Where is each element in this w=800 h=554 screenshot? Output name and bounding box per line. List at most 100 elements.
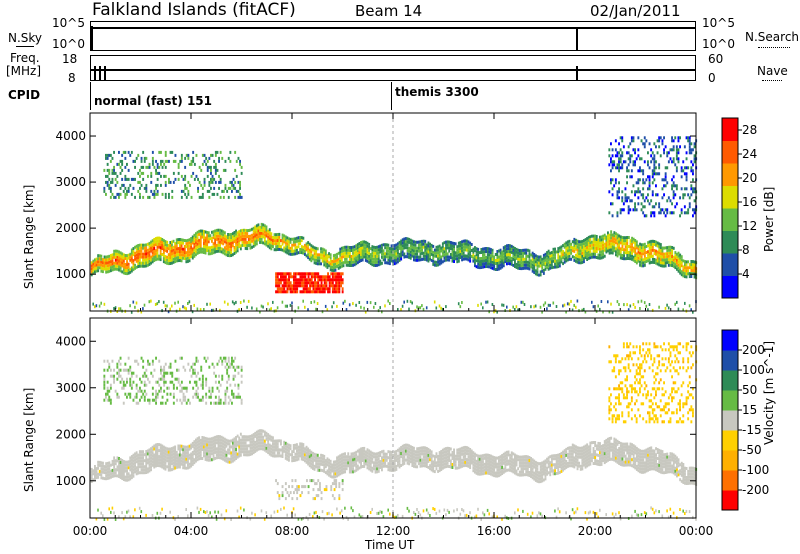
cell xyxy=(183,245,186,248)
cell xyxy=(610,169,612,173)
cell xyxy=(522,263,524,267)
cell xyxy=(332,266,335,270)
cell xyxy=(381,261,383,265)
cell xyxy=(98,469,101,473)
cell xyxy=(342,261,345,265)
cell xyxy=(257,441,260,445)
cell xyxy=(235,235,237,239)
cell xyxy=(353,460,356,464)
cell xyxy=(501,256,504,260)
cell xyxy=(421,304,423,308)
cell xyxy=(286,242,289,246)
cell xyxy=(312,463,314,467)
cell xyxy=(257,226,260,230)
cell xyxy=(249,517,252,521)
cell xyxy=(257,435,260,439)
cell xyxy=(280,287,282,291)
cell xyxy=(241,237,244,241)
cell xyxy=(438,304,441,308)
cell xyxy=(138,462,141,466)
cell xyxy=(200,168,203,172)
cell xyxy=(268,434,271,438)
cell xyxy=(583,242,585,246)
cell xyxy=(438,259,441,263)
cell xyxy=(286,445,289,449)
cell xyxy=(680,187,683,191)
cell xyxy=(296,284,299,288)
cell xyxy=(235,189,238,193)
cell xyxy=(427,256,430,260)
cell xyxy=(153,253,156,256)
cell xyxy=(259,435,261,439)
cell xyxy=(310,244,313,248)
cell xyxy=(272,436,274,440)
cell xyxy=(262,229,265,233)
cell xyxy=(491,251,494,255)
cell xyxy=(467,252,470,256)
cell xyxy=(151,192,154,196)
cell xyxy=(95,263,98,267)
cell xyxy=(595,250,598,253)
cell xyxy=(616,251,619,255)
cell xyxy=(276,287,279,291)
cell xyxy=(273,442,276,446)
cell xyxy=(199,438,202,442)
cell xyxy=(207,237,210,241)
cell xyxy=(635,240,638,244)
cell xyxy=(676,264,678,268)
cell xyxy=(632,240,635,244)
cell xyxy=(441,251,444,255)
cell xyxy=(653,169,656,173)
cell xyxy=(301,278,303,282)
cell xyxy=(185,245,188,249)
cell xyxy=(291,456,294,460)
cell xyxy=(515,253,518,257)
colorbar-tick-label: 24 xyxy=(742,147,757,161)
cell xyxy=(525,260,528,264)
cell xyxy=(610,245,613,249)
cell xyxy=(139,180,141,184)
cell xyxy=(254,513,256,517)
cell xyxy=(246,241,249,245)
cell xyxy=(166,447,169,451)
cell xyxy=(273,448,276,452)
cell xyxy=(281,239,284,243)
cell xyxy=(318,456,321,460)
cell xyxy=(243,240,245,244)
nave-tick-low: 0 xyxy=(708,71,716,85)
cell xyxy=(215,237,218,241)
cell xyxy=(615,250,617,254)
cell xyxy=(515,262,518,266)
cell xyxy=(231,235,234,239)
cell xyxy=(171,252,173,256)
cell xyxy=(188,447,191,451)
cell xyxy=(122,253,125,257)
cell xyxy=(685,266,688,270)
cell xyxy=(249,443,252,447)
cell xyxy=(190,455,193,459)
cell xyxy=(223,452,226,456)
cell xyxy=(335,287,338,291)
cell xyxy=(272,242,274,245)
cell xyxy=(304,284,307,288)
freq-unit-label: [MHz] xyxy=(6,64,42,78)
cell xyxy=(201,448,204,451)
cell xyxy=(284,453,287,457)
cell xyxy=(629,142,632,146)
cell xyxy=(162,239,165,243)
cell xyxy=(578,240,581,244)
cell xyxy=(330,278,333,282)
cell xyxy=(284,250,287,254)
cell xyxy=(546,260,548,264)
cell xyxy=(334,262,337,266)
cell xyxy=(427,250,430,254)
cell xyxy=(352,254,354,258)
cell xyxy=(148,262,151,266)
cell xyxy=(183,254,186,257)
cell xyxy=(174,457,177,461)
cell xyxy=(692,172,694,176)
cell xyxy=(175,256,178,260)
cell xyxy=(259,225,261,229)
cell xyxy=(306,284,308,288)
cell xyxy=(171,189,174,193)
